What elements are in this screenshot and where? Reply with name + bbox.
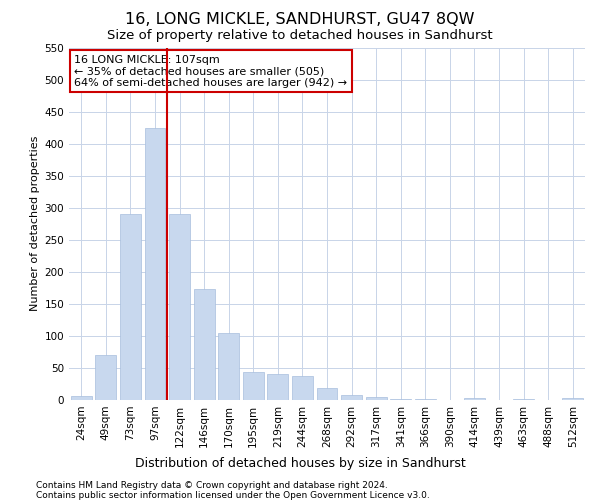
Bar	[169, 214, 190, 400]
Bar	[317, 388, 337, 400]
Bar	[71, 396, 92, 400]
Bar	[562, 398, 583, 400]
Bar	[464, 398, 485, 400]
Bar	[390, 398, 411, 400]
Text: 16, LONG MICKLE, SANDHURST, GU47 8QW: 16, LONG MICKLE, SANDHURST, GU47 8QW	[125, 12, 475, 28]
Bar	[95, 355, 116, 400]
Text: 16 LONG MICKLE: 107sqm
← 35% of detached houses are smaller (505)
64% of semi-de: 16 LONG MICKLE: 107sqm ← 35% of detached…	[74, 54, 347, 88]
Bar	[218, 332, 239, 400]
Bar	[341, 395, 362, 400]
Y-axis label: Number of detached properties: Number of detached properties	[30, 136, 40, 312]
Text: Distribution of detached houses by size in Sandhurst: Distribution of detached houses by size …	[134, 458, 466, 470]
Bar	[145, 128, 166, 400]
Bar	[268, 374, 289, 400]
Text: Size of property relative to detached houses in Sandhurst: Size of property relative to detached ho…	[107, 29, 493, 42]
Bar	[365, 398, 386, 400]
Text: Contains HM Land Registry data © Crown copyright and database right 2024.: Contains HM Land Registry data © Crown c…	[36, 481, 388, 490]
Bar	[292, 376, 313, 400]
Text: Contains public sector information licensed under the Open Government Licence v3: Contains public sector information licen…	[36, 491, 430, 500]
Bar	[120, 214, 141, 400]
Bar	[243, 372, 264, 400]
Bar	[194, 289, 215, 400]
